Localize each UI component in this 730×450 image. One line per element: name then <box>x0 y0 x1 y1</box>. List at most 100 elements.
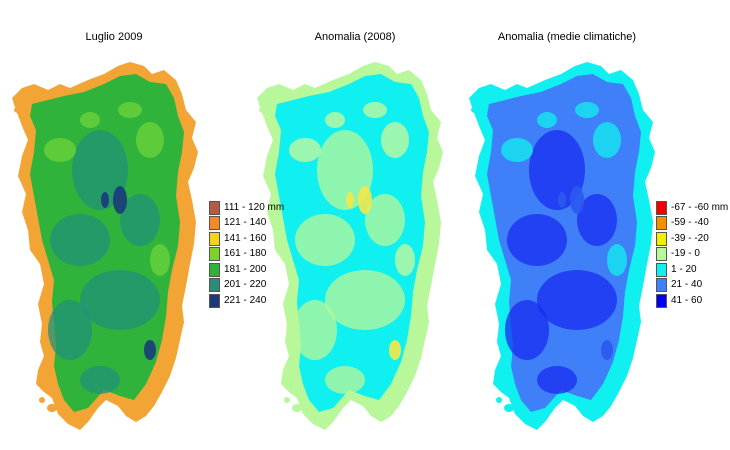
terrain-patch <box>118 102 142 118</box>
terrain-patch <box>136 122 164 158</box>
legend-item: -59 - -40 <box>656 216 728 232</box>
terrain-patch <box>358 186 372 214</box>
terrain-patch <box>365 194 405 246</box>
terrain-patch <box>150 244 170 276</box>
terrain-patch <box>48 300 92 360</box>
legend-swatch <box>209 231 220 246</box>
legend-label: 21 - 40 <box>671 279 703 291</box>
terrain-patch <box>537 366 577 394</box>
terrain-patch <box>325 366 365 394</box>
legend-item: 161 - 180 <box>209 247 284 263</box>
legend-item: 181 - 200 <box>209 262 284 278</box>
offshore-islet <box>471 107 479 113</box>
terrain-patch <box>72 130 128 210</box>
legend-label: -39 - -20 <box>671 232 709 244</box>
terrain-patch <box>395 244 415 276</box>
terrain-patch <box>601 340 613 360</box>
terrain-patch <box>537 270 617 330</box>
legend-swatch <box>209 200 220 215</box>
offshore-islet <box>14 107 22 113</box>
legend-swatch <box>656 278 667 293</box>
legend-item: 221 - 240 <box>209 293 284 309</box>
map-title-anomalia-medie: Anomalia (medie climatiche) <box>497 31 637 43</box>
legend-item: -67 - -60 mm <box>656 200 728 216</box>
terrain-patch <box>113 186 127 214</box>
terrain-patch <box>505 300 549 360</box>
map-title-luglio-2009: Luglio 2009 <box>85 31 143 43</box>
legend-item: 141 - 160 <box>209 231 284 247</box>
terrain-patch <box>80 366 120 394</box>
map-anomalia-medie <box>469 62 655 430</box>
legend-swatch <box>656 231 667 246</box>
terrain-patch <box>293 300 337 360</box>
legend-label: 221 - 240 <box>224 294 267 306</box>
map-title-anomalia-2008: Anomalia (2008) <box>314 31 396 43</box>
legend-luglio-2009: 111 - 120 mm 121 - 140 141 - 160 161 - 180 1… <box>209 200 284 309</box>
terrain-patch <box>507 214 567 266</box>
legend-swatch <box>209 293 220 308</box>
legend-label: 1 - 20 <box>671 263 697 275</box>
offshore-islet <box>39 397 45 403</box>
terrain-patch <box>501 138 533 162</box>
terrain-patch <box>325 112 345 128</box>
terrain-patch <box>317 130 373 210</box>
terrain-patch <box>575 102 599 118</box>
offshore-islet <box>259 107 267 113</box>
map-luglio-2009 <box>12 62 198 430</box>
legend-label: 41 - 60 <box>671 294 703 306</box>
legend-item: 21 - 40 <box>656 278 728 294</box>
legend-swatch <box>656 262 667 277</box>
legend-swatch <box>656 247 667 262</box>
terrain-patch <box>325 270 405 330</box>
legend-label: -67 - -60 mm <box>671 201 729 213</box>
terrain-patch <box>570 186 584 214</box>
legend-item: -39 - -20 <box>656 231 728 247</box>
offshore-islet <box>496 397 502 403</box>
terrain-patch <box>80 112 100 128</box>
map-anomalia-2008 <box>257 62 443 430</box>
terrain-patch <box>50 214 110 266</box>
legend-label: 121 - 140 <box>224 217 267 229</box>
terrain-patch <box>144 340 156 360</box>
terrain-patch <box>381 122 409 158</box>
terrain-patch <box>295 214 355 266</box>
terrain-patch <box>120 194 160 246</box>
terrain-patch <box>529 130 585 210</box>
legend-label: 141 - 160 <box>224 232 267 244</box>
offshore-islet <box>292 404 302 412</box>
terrain-patch <box>289 138 321 162</box>
legend-swatch <box>209 216 220 231</box>
terrain-patch <box>593 122 621 158</box>
legend-item: -19 - 0 <box>656 247 728 263</box>
terrain-patch <box>363 102 387 118</box>
offshore-islet <box>504 404 514 412</box>
legend-item: 1 - 20 <box>656 262 728 278</box>
terrain-patch <box>346 192 354 208</box>
terrain-patch <box>607 244 627 276</box>
terrain-patch <box>577 194 617 246</box>
legend-swatch <box>209 278 220 293</box>
legend-item: 201 - 220 <box>209 278 284 294</box>
terrain-patch <box>101 192 109 208</box>
legend-swatch <box>209 262 220 277</box>
terrain-patch <box>80 270 160 330</box>
legend-item: 111 - 120 mm <box>209 200 284 216</box>
legend-swatch <box>656 216 667 231</box>
legend-label: -19 - 0 <box>671 248 700 260</box>
legend-anomalia-medie: -67 - -60 mm -59 - -40 -39 - -20 -19 - 0 1 -… <box>656 200 728 309</box>
legend-label: 161 - 180 <box>224 248 267 260</box>
offshore-islet <box>284 397 290 403</box>
legend-label: 181 - 200 <box>224 263 267 275</box>
legend-swatch <box>656 200 667 215</box>
legend-label: 201 - 220 <box>224 279 267 291</box>
legend-swatch <box>656 293 667 308</box>
legend-item: 121 - 140 <box>209 216 284 232</box>
terrain-patch <box>558 192 566 208</box>
offshore-islet <box>47 404 57 412</box>
terrain-patch <box>537 112 557 128</box>
terrain-patch <box>44 138 76 162</box>
legend-label: -59 - -40 <box>671 217 709 229</box>
legend-label: 111 - 120 mm <box>224 201 285 213</box>
legend-swatch <box>209 247 220 262</box>
